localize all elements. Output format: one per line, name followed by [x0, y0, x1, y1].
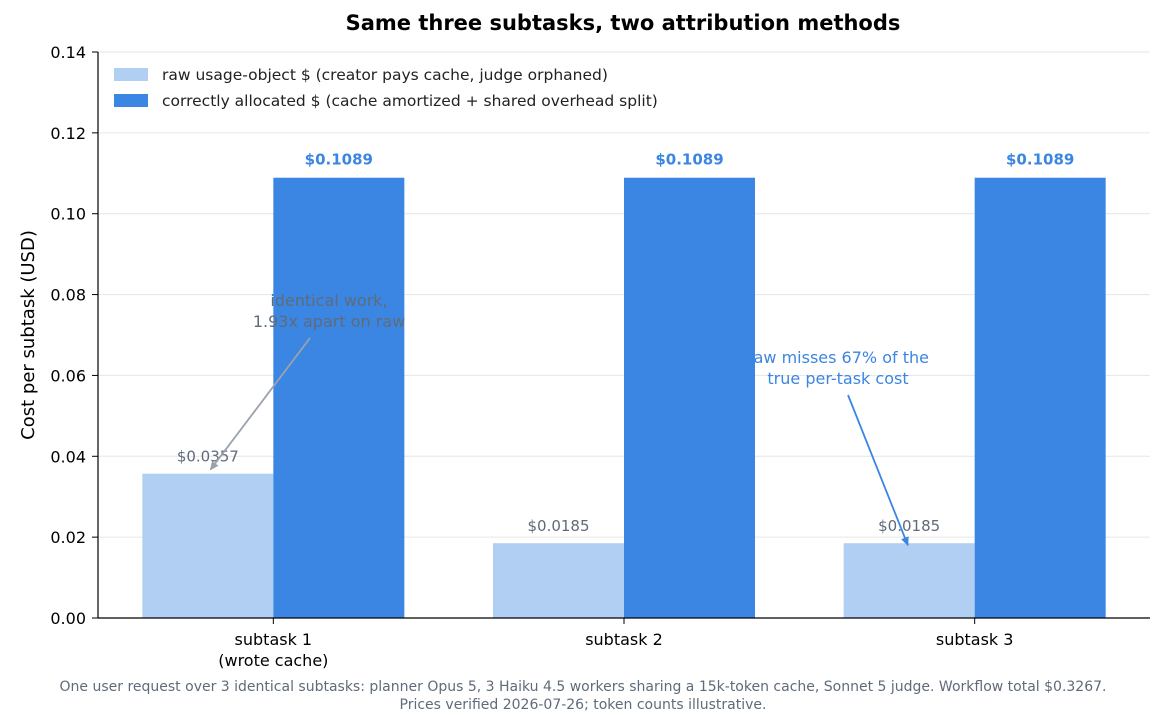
annotation-arrow [847, 394, 909, 547]
bars [142, 177, 1106, 619]
annotation-text: identical work, [270, 291, 387, 310]
y-axis-label: Cost per subtask (USD) [18, 230, 39, 440]
bar-allocated [273, 177, 405, 619]
y-tick-label: 0.04 [50, 447, 86, 466]
bar-raw [843, 543, 975, 618]
legend-swatch-allocated [114, 94, 148, 107]
x-tick-label: (wrote cache) [218, 651, 328, 670]
data-label-allocated: $0.1089 [305, 151, 373, 169]
annotation-text: 1.93x apart on raw [253, 312, 405, 331]
bar-allocated [974, 177, 1106, 619]
data-label-raw: $0.0185 [527, 517, 589, 535]
chart-title: Same three subtasks, two attribution met… [346, 11, 901, 35]
legend-label-allocated: correctly allocated $ (cache amortized +… [162, 92, 658, 110]
x-tick-label: subtask 2 [585, 630, 663, 649]
bar-raw [493, 543, 624, 618]
data-label-raw: $0.0357 [177, 448, 239, 466]
x-tick-label: subtask 3 [936, 630, 1014, 649]
y-tick-label: 0.12 [50, 124, 86, 143]
annotations: identical work, 1.93x apart on raw raw mis… [209, 291, 929, 547]
annotation-arrow [209, 337, 311, 471]
annotation-text: true per-task cost [767, 369, 908, 388]
data-label-allocated: $0.1089 [1006, 151, 1074, 169]
y-tick-label: 0.14 [50, 43, 86, 62]
axes: 0.00 0.02 0.04 0.06 0.08 0.10 0.12 0.14 subtask … [50, 43, 1150, 670]
x-tick-label: subtask 1 [235, 630, 313, 649]
y-tick-label: 0.08 [50, 286, 86, 305]
legend-swatch-raw [114, 68, 148, 81]
y-tick-label: 0.02 [50, 528, 86, 547]
data-label-allocated: $0.1089 [655, 151, 723, 169]
bar-raw [142, 473, 274, 618]
annotation-text: raw misses 67% of the [747, 348, 929, 367]
y-tick-label: 0.06 [50, 366, 86, 385]
footer-line-2: Prices verified 2026-07-26; token counts… [400, 697, 767, 713]
data-label-raw: $0.0185 [878, 517, 940, 535]
bar-allocated [624, 177, 755, 619]
legend: raw usage-object $ (creator pays cache, … [114, 66, 658, 110]
y-tick-label: 0.10 [50, 205, 86, 224]
y-tick-label: 0.00 [50, 609, 86, 628]
footer-line-1: One user request over 3 identical subtas… [60, 679, 1107, 695]
legend-label-raw: raw usage-object $ (creator pays cache, … [162, 66, 608, 84]
